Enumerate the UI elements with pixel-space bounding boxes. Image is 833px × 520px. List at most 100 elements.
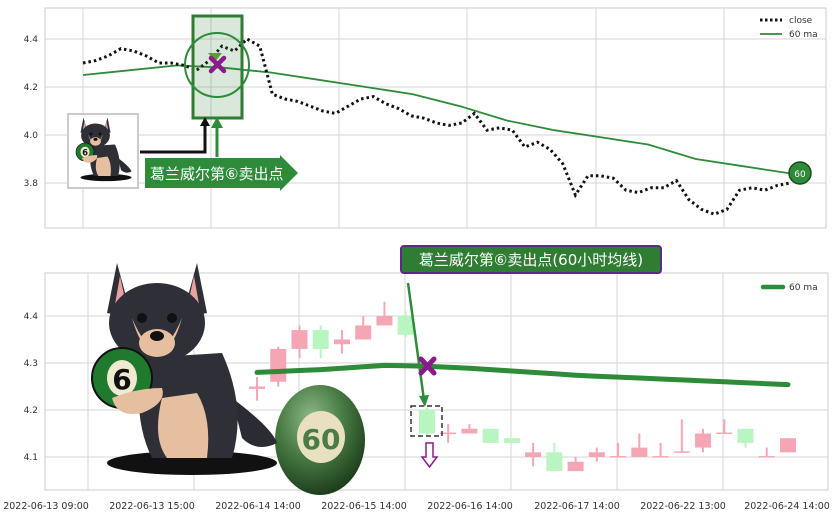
candle (270, 346, 287, 387)
candle (567, 457, 584, 472)
candle-body (312, 330, 329, 349)
sell-x-marker-icon (418, 356, 437, 376)
hollow-arrow-down-icon (420, 442, 439, 469)
candle (758, 447, 775, 458)
candle-body (716, 432, 733, 435)
arrow-down-icon (419, 395, 429, 407)
candle-body (525, 452, 542, 457)
candle (546, 442, 563, 472)
candle-body (397, 316, 414, 335)
x-tick-label: 2022-06-16 14:00 (427, 501, 513, 512)
candle-body (482, 428, 499, 443)
candle-body (270, 348, 287, 382)
candle (503, 438, 520, 443)
candle-body (567, 461, 584, 472)
y-tick-label: 4.4 (24, 35, 39, 45)
candle-body (376, 316, 393, 326)
pointer-arrow-shaft (406, 282, 426, 401)
candle-body (631, 447, 648, 457)
top-plot-area (44, 7, 827, 229)
candle (673, 419, 690, 453)
bottom-panel: 4.4 4.3 4.2 4.1 2022-06-13 09:00 2022-06-13 … (3, 245, 830, 512)
candle-body (758, 456, 775, 458)
x-tick-label: 2022-06-22 13:00 (640, 501, 726, 512)
arrow-up-icon (211, 117, 223, 128)
candle-body (673, 451, 690, 453)
sell-point-label: 葛兰威尔第⑥卖出点 (150, 165, 283, 183)
triangle-down-icon (208, 53, 222, 62)
bottom-legend: 60 ma (760, 283, 818, 293)
candle (291, 325, 308, 359)
candle-body (652, 456, 669, 458)
legend-ma-label: 60 ma (789, 30, 818, 40)
ball-60-icon: 60 (275, 385, 365, 495)
sell-x-marker-icon (208, 55, 227, 74)
legend-close-label: close (789, 16, 813, 26)
candle-body (440, 432, 457, 435)
candle-body (737, 428, 754, 443)
top-legend: close 60 ma (760, 16, 818, 40)
y-tick-label: 4.4 (24, 312, 39, 322)
y-tick-label: 4.2 (24, 83, 38, 93)
candle (716, 419, 733, 435)
y-tick-label: 3.8 (24, 179, 39, 189)
candle (355, 316, 372, 340)
candle-body (355, 325, 372, 340)
candle (376, 301, 393, 326)
candle (333, 330, 350, 354)
candle (461, 424, 478, 434)
candle (780, 438, 796, 453)
candle (312, 325, 329, 359)
candle (482, 428, 499, 443)
black-arrow-shaft (140, 125, 207, 154)
candle (652, 442, 669, 458)
chart-title: 葛兰威尔第⑥卖出点(60小时均线) (419, 251, 643, 269)
x-tick-label: 2022-06-15 14:00 (321, 501, 407, 512)
highlight-circle (184, 32, 250, 98)
ball-60-text: 60 (302, 423, 341, 456)
candle (737, 428, 754, 448)
candle-body (249, 386, 265, 389)
candle (397, 311, 414, 338)
y-tick-label: 4.1 (24, 453, 38, 463)
y-tick-label: 4.0 (24, 131, 39, 141)
top-ma-line (82, 64, 791, 175)
candle-body (780, 438, 796, 453)
x-tick-label: 2022-06-13 09:00 (3, 501, 89, 512)
candle (440, 424, 457, 443)
ma-60-badge (788, 161, 812, 185)
x-tick-label: 2022-06-14 14:00 (215, 501, 301, 512)
arrow-up-icon (200, 117, 210, 126)
signal-candle-box (410, 405, 443, 437)
candle-body (546, 452, 563, 472)
y-tick-label: 4.2 (24, 406, 38, 416)
candle-body (291, 330, 308, 349)
bottom-ma-line (254, 362, 791, 388)
top-panel: 4.4 4.2 4.0 3.8 close 60 ma 葛兰威尔第⑥卖出点 60 (24, 7, 827, 229)
x-tick-label: 2022-06-24 14:00 (744, 501, 830, 512)
legend-ma-label: 60 ma (789, 283, 818, 293)
candle (588, 447, 605, 462)
candle (525, 442, 542, 467)
candle (695, 428, 712, 453)
candle (610, 442, 627, 458)
sell-point-arrow-label (145, 155, 298, 191)
candle (249, 377, 265, 401)
candle-body (588, 452, 605, 457)
candle-body (610, 456, 627, 458)
candle-body (333, 339, 350, 345)
candle-body (418, 410, 435, 434)
top-close-line (82, 37, 791, 216)
candle (418, 407, 435, 436)
ma-60-badge-text: 60 (794, 170, 806, 180)
candle-body (695, 433, 712, 448)
x-tick-label: 2022-06-17 14:00 (534, 501, 620, 512)
candle-body (461, 428, 478, 434)
candle-body (503, 438, 520, 443)
title-box (400, 245, 662, 274)
x-tick-label: 2022-06-13 15:00 (109, 501, 195, 512)
y-tick-label: 4.3 (24, 359, 38, 369)
candle (631, 433, 648, 457)
